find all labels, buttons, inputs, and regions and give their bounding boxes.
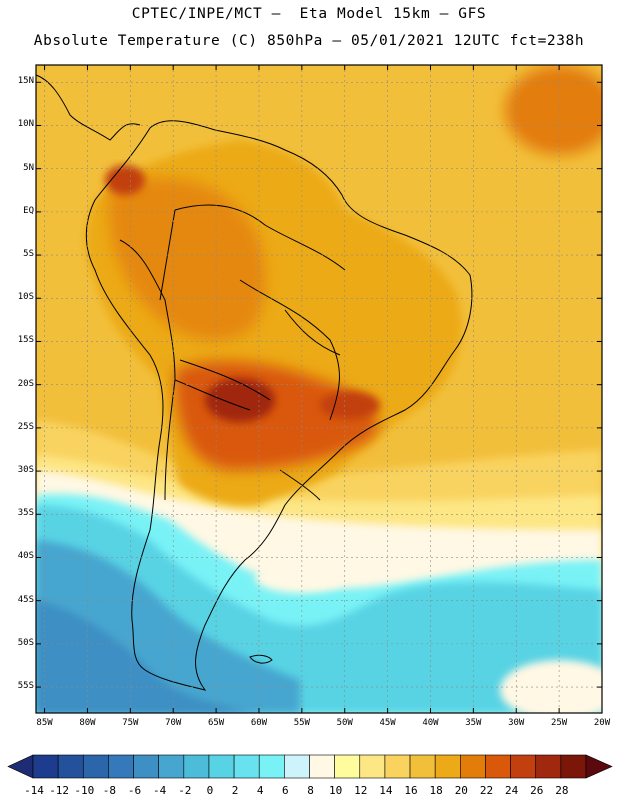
lon-label: 75W	[122, 718, 139, 728]
lon-label: 25W	[550, 718, 568, 728]
lat-label: 5N	[23, 162, 34, 173]
colorbar-label: 24	[504, 784, 519, 797]
colorbar-swatch	[334, 754, 361, 779]
colorbar-label: -8	[102, 784, 117, 797]
colorbar-swatch	[510, 754, 537, 779]
lat-label: 5S	[23, 249, 34, 260]
lat-label: 55S	[17, 681, 34, 692]
map-frame	[35, 64, 603, 714]
colorbar-swatch	[359, 754, 386, 779]
colorbar-swatch	[258, 754, 285, 779]
temperature-field	[36, 65, 602, 713]
andes-borders	[119, 239, 251, 501]
colorbar-swatch	[560, 754, 587, 779]
lon-label: 30W	[508, 718, 525, 728]
field-warm-pocket-argentina	[255, 563, 345, 593]
colorbar	[7, 754, 613, 779]
lat-label: 10S	[17, 292, 34, 303]
colorbar-swatch	[32, 754, 59, 779]
field-hot-east	[320, 391, 380, 419]
lon-label: 50W	[336, 718, 353, 728]
falklands	[249, 654, 273, 664]
colorbar-swatch	[434, 754, 461, 779]
colorbar-label: 8	[307, 784, 314, 797]
lon-label: 55W	[293, 718, 310, 728]
lat-label: 35S	[17, 508, 34, 519]
field-warm-pocket-se	[500, 660, 602, 713]
colorbar-swatch	[82, 754, 109, 779]
lat-label: 25S	[17, 421, 34, 432]
colorbar-swatch	[460, 754, 486, 779]
lat-label: 40S	[17, 551, 34, 562]
colorbar-swatch	[309, 754, 335, 779]
lat-label: 30S	[17, 465, 34, 476]
colorbar-arrow-high	[585, 754, 613, 779]
lon-label: 35W	[465, 718, 482, 728]
colorbar-swatch	[57, 754, 84, 779]
colorbar-label: 2	[231, 784, 239, 797]
colorbar-label: 26	[530, 784, 544, 797]
colorbar-swatch	[133, 754, 159, 779]
colorbar-swatch	[535, 754, 562, 779]
central-america-coastline	[35, 74, 141, 141]
colorbar-label: 14	[379, 784, 393, 797]
map-subtitle: Absolute Temperature (C) 850hPa – 05/01/…	[33, 33, 585, 49]
colorbar-label: 20	[454, 784, 468, 797]
colorbar-label: 0	[206, 784, 214, 797]
field-hottest-core	[205, 378, 275, 422]
colorbar-arrow-low	[7, 754, 34, 779]
colorbar-label: 22	[479, 784, 494, 797]
lat-label: EQ	[23, 205, 34, 216]
lon-label: 65W	[207, 718, 225, 728]
lon-label: 70W	[165, 718, 182, 728]
colorbar-label: 28	[555, 784, 569, 797]
colorbar-swatch	[284, 754, 310, 779]
grid-lines	[36, 65, 603, 713]
lat-label: 45S	[17, 594, 34, 605]
colorbar-label: -2	[178, 784, 192, 797]
colorbar-swatch	[108, 754, 134, 779]
colorbar-label: -6	[127, 784, 142, 797]
field-hot-amazon	[109, 178, 267, 341]
colorbar-label: 10	[329, 784, 343, 797]
lon-label: 20W	[593, 718, 611, 728]
colorbar-label: 16	[404, 784, 418, 797]
lon-label: 80W	[79, 718, 96, 728]
field-hot-andes	[105, 165, 145, 195]
colorbar-swatch	[384, 754, 411, 779]
south-america-coastline	[85, 120, 473, 691]
lat-label: 15S	[17, 335, 34, 346]
colorbar-swatch	[183, 754, 210, 779]
field-warm-ne-atlantic	[505, 65, 602, 155]
colorbar-label: 6	[282, 784, 289, 797]
lat-label: 10N	[17, 119, 34, 130]
colorbar-swatch	[158, 754, 185, 779]
lat-label: 20S	[17, 378, 34, 389]
lon-label: 45W	[379, 718, 396, 728]
lat-label: 50S	[17, 637, 34, 648]
colorbar-label: -10	[74, 784, 95, 797]
colorbar-swatch	[485, 754, 511, 779]
lon-label: 40W	[422, 718, 439, 728]
colorbar-label: -14	[24, 784, 44, 797]
lon-label: 60W	[250, 718, 268, 728]
colorbar-label: -4	[153, 784, 167, 797]
colorbar-swatch	[233, 754, 260, 779]
colorbar-label: 12	[354, 784, 368, 797]
colorbar-swatch	[409, 754, 436, 779]
lon-label: 85W	[36, 718, 53, 728]
axis-ticks	[36, 65, 603, 713]
colorbar-label: 18	[429, 784, 443, 797]
colorbar-swatch	[208, 754, 235, 779]
colorbar-label: -12	[49, 784, 70, 797]
map-title: CPTEC/INPE/MCT – Eta Model 15km – GFS	[131, 6, 487, 22]
lat-label: 15N	[17, 76, 34, 87]
field-band-neg6	[36, 600, 260, 713]
colorbar-label: 4	[256, 784, 264, 797]
